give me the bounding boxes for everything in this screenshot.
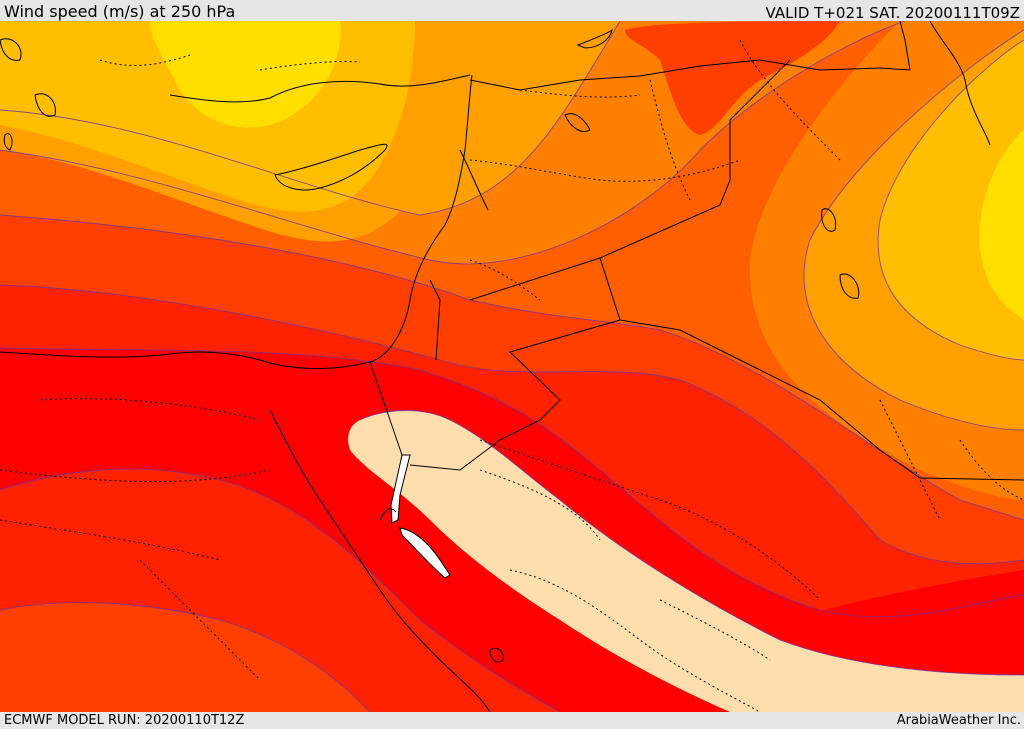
country-borders-dotted — [0, 39, 1024, 712]
shading-nw-yellow — [150, 21, 341, 128]
coastlines — [0, 21, 991, 712]
model-run-label: ECMWF MODEL RUN: 20200110T12Z — [4, 713, 245, 728]
red-sea-sliver — [399, 527, 451, 579]
wind-speed-map — [0, 21, 1024, 712]
credit-label: ArabiaWeather Inc. — [896, 713, 1021, 728]
contour-lines — [0, 21, 1024, 712]
footer-bar: ECMWF MODEL RUN: 20200110T12Z ArabiaWeat… — [0, 712, 1024, 729]
shading-sw-orange — [0, 602, 370, 712]
valid-time: VALID T+021 SAT. 20200111T09Z — [765, 4, 1020, 22]
gulf-of-aqaba — [390, 454, 411, 524]
map-title: Wind speed (m/s) at 250 hPa — [4, 2, 236, 21]
country-borders-solid — [369, 21, 1024, 481]
header-bar: Wind speed (m/s) at 250 hPa VALID T+021 … — [0, 0, 1024, 21]
shading-north-blob — [625, 21, 840, 135]
shading-east-yellow — [979, 130, 1024, 320]
shading-se-red — [790, 570, 1024, 671]
shading-slow-core — [348, 410, 1024, 712]
shading-east-gold — [878, 40, 1024, 360]
